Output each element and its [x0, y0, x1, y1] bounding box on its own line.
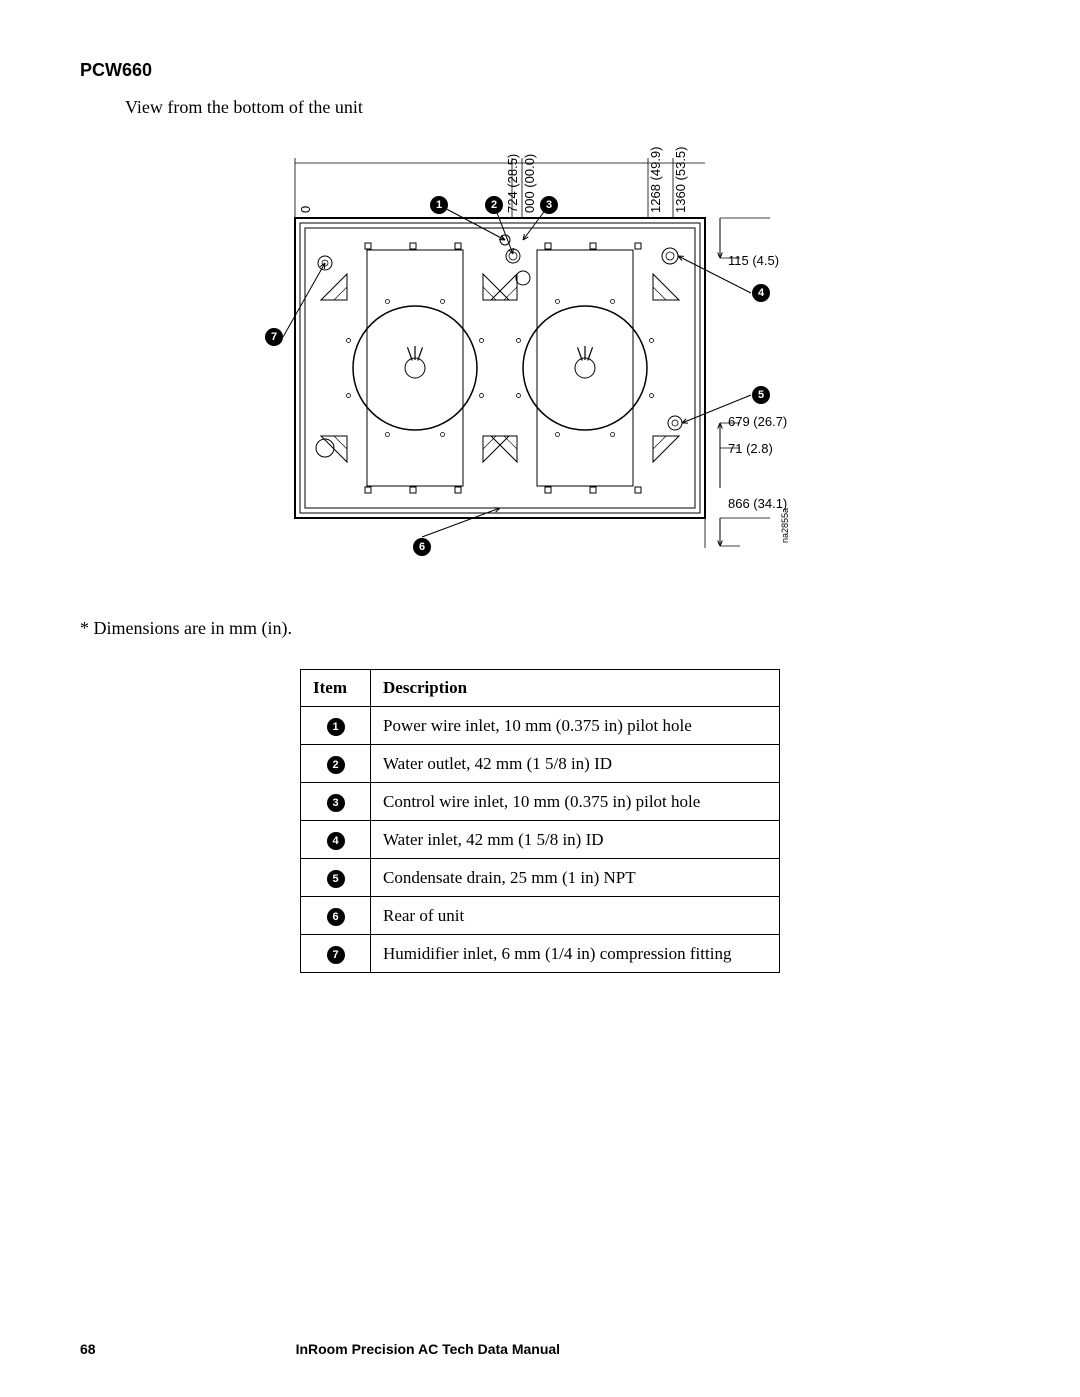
dim-label: 1268 (49.9) [648, 147, 663, 214]
dim-label: 679 (26.7) [728, 414, 787, 429]
dim-label: 866 (34.1) [728, 496, 787, 511]
dim-label: 115 (4.5) [728, 253, 779, 268]
callout-badge-4: 4 [752, 284, 770, 302]
item-callout-icon: 5 [327, 870, 345, 888]
col-description: Description [371, 670, 780, 707]
item-callout-icon: 6 [327, 908, 345, 926]
item-desc-cell: Condensate drain, 25 mm (1 in) NPT [371, 859, 780, 897]
dim-label: 0 [298, 206, 313, 213]
callout-badge-3: 3 [540, 196, 558, 214]
item-num-cell: 7 [301, 935, 371, 973]
dim-label: 724 (28.5) [505, 154, 520, 213]
callout-badge-6: 6 [413, 538, 431, 556]
table-row: 4 Water inlet, 42 mm (1 5/8 in) ID [301, 821, 780, 859]
bottom-view-diagram: 0 724 (28.5)000 (00.0) 1268 (49.9) 1360 (53… [260, 148, 820, 558]
item-description-table: Item Description 1 Power wire inlet, 10 m… [300, 669, 780, 973]
item-num-cell: 2 [301, 745, 371, 783]
item-callout-icon: 4 [327, 832, 345, 850]
diagram-container: 0 724 (28.5)000 (00.0) 1268 (49.9) 1360 (53… [80, 148, 1000, 558]
item-num-cell: 1 [301, 707, 371, 745]
item-num-cell: 5 [301, 859, 371, 897]
dimensions-note: * Dimensions are in mm (in). [80, 618, 1000, 639]
table-row: 2 Water outlet, 42 mm (1 5/8 in) ID [301, 745, 780, 783]
callout-badge-5: 5 [752, 386, 770, 404]
table-row: 6 Rear of unit [301, 897, 780, 935]
item-desc-cell: Water inlet, 42 mm (1 5/8 in) ID [371, 821, 780, 859]
doc-title: InRoom Precision AC Tech Data Manual [296, 1341, 561, 1357]
callout-badge-7: 7 [265, 328, 283, 346]
view-subheading: View from the bottom of the unit [125, 97, 1000, 118]
item-callout-icon: 3 [327, 794, 345, 812]
page-number: 68 [80, 1341, 96, 1357]
dim-label: 1360 (53.5) [673, 147, 688, 214]
drawing-ref-id: na2855a [780, 508, 790, 543]
dim-label: 000 (00.0) [522, 154, 537, 213]
page-footer: 68 InRoom Precision AC Tech Data Manual [80, 1341, 1000, 1357]
model-heading: PCW660 [80, 60, 1000, 81]
table-row: 5 Condensate drain, 25 mm (1 in) NPT [301, 859, 780, 897]
item-desc-cell: Control wire inlet, 10 mm (0.375 in) pil… [371, 783, 780, 821]
table-row: 1 Power wire inlet, 10 mm (0.375 in) pilo… [301, 707, 780, 745]
item-callout-icon: 2 [327, 756, 345, 774]
item-num-cell: 4 [301, 821, 371, 859]
item-callout-icon: 7 [327, 946, 345, 964]
item-desc-cell: Humidifier inlet, 6 mm (1/4 in) compress… [371, 935, 780, 973]
item-num-cell: 6 [301, 897, 371, 935]
table-row: 3 Control wire inlet, 10 mm (0.375 in) pi… [301, 783, 780, 821]
item-desc-cell: Water outlet, 42 mm (1 5/8 in) ID [371, 745, 780, 783]
item-desc-cell: Rear of unit [371, 897, 780, 935]
table-row: 7 Humidifier inlet, 6 mm (1/4 in) compres… [301, 935, 780, 973]
item-num-cell: 3 [301, 783, 371, 821]
col-item: Item [301, 670, 371, 707]
item-desc-cell: Power wire inlet, 10 mm (0.375 in) pilot… [371, 707, 780, 745]
callout-badge-2: 2 [485, 196, 503, 214]
callout-badge-1: 1 [430, 196, 448, 214]
item-callout-icon: 1 [327, 718, 345, 736]
dim-label: 71 (2.8) [728, 441, 773, 456]
